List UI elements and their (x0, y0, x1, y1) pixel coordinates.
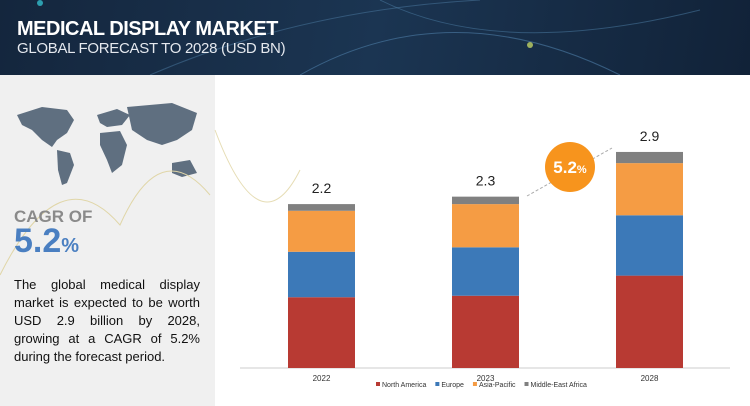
market-description: The global medical display market is exp… (14, 277, 200, 364)
cagr-label: CAGR OF (14, 207, 93, 226)
bar-middle-east-africa-2022 (288, 204, 355, 211)
bar-europe-2028 (616, 215, 683, 276)
cagr-bubble-label: 5.2% (553, 158, 587, 177)
legend-swatch (435, 382, 440, 386)
bar-north-america-2022 (288, 297, 355, 368)
cagr-unit: % (61, 235, 80, 257)
bar-europe-2023 (452, 247, 519, 296)
legend-item: Middle-East Africa (531, 382, 588, 389)
total-label-2028: 2.9 (640, 128, 660, 144)
bar-asia-pacific-2022 (288, 210, 355, 252)
cagr-value: 5.2% (14, 222, 79, 261)
legend-swatch (472, 382, 477, 386)
total-label-2023: 2.3 (476, 173, 496, 189)
cagr-bubble (545, 142, 595, 192)
page-title: MEDICAL DISPLAY MARKET (17, 18, 278, 40)
legend-swatch (524, 382, 529, 386)
cagr-number: 5.2 (14, 222, 62, 260)
bar-asia-pacific-2028 (616, 163, 683, 216)
bar-asia-pacific-2023 (452, 204, 519, 248)
legend-item: Asia-Pacific (479, 382, 516, 389)
x-tick-2028: 2028 (641, 374, 659, 383)
legend-item: Europe (441, 382, 464, 389)
growth-arrow (526, 147, 613, 197)
page-subtitle: GLOBAL FORECAST TO 2028 (USD BN) (17, 40, 286, 57)
decorative-curve (214, 129, 301, 203)
x-tick-2023: 2023 (477, 374, 495, 383)
summary-panel (0, 75, 215, 406)
total-label-2022: 2.2 (312, 180, 332, 196)
decorative-lines (37, 0, 701, 75)
bar-north-america-2028 (616, 275, 683, 368)
world-map-icon (17, 103, 197, 185)
legend-item: North America (382, 382, 426, 389)
decorative-curve (0, 170, 211, 276)
header-banner: MEDICAL DISPLAY MARKET GLOBAL FORECAST T… (0, 0, 750, 75)
bar-north-america-2023 (452, 295, 519, 368)
bar-middle-east-africa-2028 (616, 151, 683, 164)
bar-middle-east-africa-2023 (452, 196, 519, 205)
legend-swatch (376, 382, 380, 386)
bar-europe-2022 (288, 251, 355, 298)
x-tick-2022: 2022 (313, 374, 331, 383)
